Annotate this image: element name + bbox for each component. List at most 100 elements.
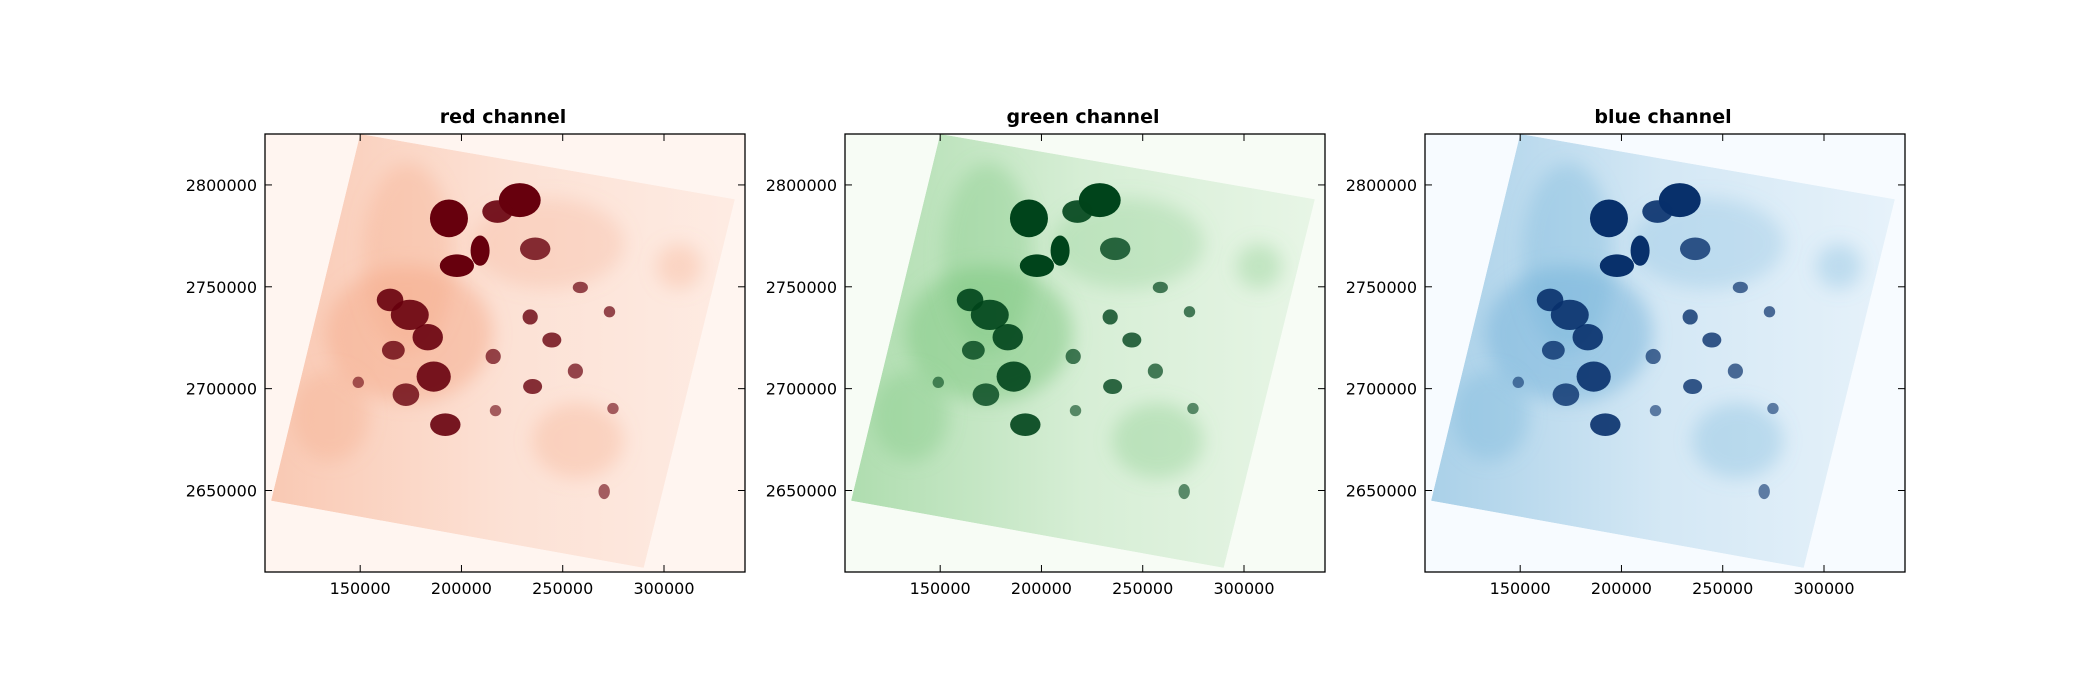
intensity-wash — [532, 402, 624, 479]
y-tick-label: 2750000 — [1346, 278, 1417, 297]
y-tick-label: 2700000 — [766, 380, 837, 399]
dark-feature — [1758, 483, 1770, 500]
dark-feature — [1541, 340, 1565, 360]
dark-feature — [1009, 199, 1048, 238]
dark-feature — [1099, 237, 1131, 261]
dark-feature — [470, 235, 490, 266]
dark-feature — [970, 299, 1009, 330]
dark-feature — [1645, 348, 1661, 365]
dark-feature — [439, 254, 475, 278]
dark-feature — [603, 306, 616, 318]
x-tick-label: 150000 — [1490, 579, 1551, 598]
heatmap-plot: 150000 200000 250000 300000 2650000 2700000 27… — [186, 133, 746, 598]
y-tick-label: 2800000 — [766, 176, 837, 195]
dark-feature — [523, 378, 543, 395]
dark-feature — [1050, 235, 1070, 266]
x-tick-label: 250000 — [532, 579, 593, 598]
dark-feature — [542, 332, 562, 348]
dark-feature — [381, 340, 405, 360]
x-tick-label: 300000 — [1213, 579, 1274, 598]
dark-feature — [485, 348, 501, 365]
dark-feature — [522, 309, 538, 325]
axes-frame — [1424, 133, 1906, 573]
x-tick-label: 200000 — [431, 579, 492, 598]
dark-feature — [1590, 413, 1621, 437]
intensity-wash — [1452, 370, 1529, 461]
x-tick-label: 150000 — [910, 579, 971, 598]
x-tick-label: 250000 — [1692, 579, 1753, 598]
dark-feature — [430, 413, 461, 437]
intensity-wash — [656, 243, 703, 290]
panel-title: green channel — [1006, 106, 1160, 128]
dark-feature — [392, 383, 420, 406]
dark-feature — [352, 376, 364, 388]
intensity-wash — [1816, 243, 1863, 290]
y-tick-label: 2650000 — [766, 482, 837, 501]
y-tick-label: 2700000 — [1346, 380, 1417, 399]
dark-feature — [1178, 483, 1190, 500]
dark-feature — [1682, 309, 1698, 325]
dark-feature — [572, 281, 588, 294]
y-tick-label: 2700000 — [186, 380, 257, 399]
intensity-wash — [1112, 402, 1204, 479]
y-tick-label: 2750000 — [766, 278, 837, 297]
axes-frame — [844, 133, 1326, 573]
dark-feature — [416, 361, 451, 392]
y-tick-label: 2650000 — [186, 482, 257, 501]
image-footprint — [271, 134, 735, 568]
dark-feature — [992, 324, 1023, 351]
dark-feature — [1183, 306, 1196, 318]
intensity-wash — [1236, 243, 1283, 290]
dark-feature — [1732, 281, 1748, 294]
y-tick-label: 2750000 — [186, 278, 257, 297]
dark-feature — [1679, 237, 1711, 261]
dark-feature — [482, 200, 513, 223]
dark-feature — [1727, 363, 1743, 379]
dark-feature — [1572, 324, 1603, 351]
dark-feature — [489, 404, 502, 417]
x-tick-label: 300000 — [1793, 579, 1854, 598]
image-footprint — [1431, 134, 1895, 568]
dark-feature — [1683, 378, 1703, 395]
dark-feature — [1062, 200, 1093, 223]
panel-title: blue channel — [1594, 106, 1732, 128]
x-tick-label: 300000 — [633, 579, 694, 598]
dark-feature — [412, 324, 443, 351]
image-footprint — [851, 134, 1315, 568]
heatmap-plot: 150000 200000 250000 300000 2650000 2700000 27… — [766, 133, 1326, 598]
dark-feature — [519, 237, 551, 261]
y-tick-label: 2650000 — [1346, 482, 1417, 501]
dark-feature — [972, 383, 1000, 406]
heatmap-plot: 150000 200000 250000 300000 2650000 2700000 27… — [1346, 133, 1906, 598]
x-tick-label: 250000 — [1112, 579, 1173, 598]
dark-feature — [429, 199, 468, 238]
dark-feature — [1103, 378, 1123, 395]
dark-feature — [996, 361, 1031, 392]
y-tick-label: 2800000 — [1346, 176, 1417, 195]
dark-feature — [1512, 376, 1524, 388]
dark-feature — [1122, 332, 1142, 348]
x-tick-label: 200000 — [1591, 579, 1652, 598]
dark-feature — [567, 363, 583, 379]
dark-feature — [1589, 199, 1628, 238]
dark-feature — [1642, 200, 1673, 223]
dark-feature — [1187, 402, 1199, 415]
x-tick-label: 150000 — [330, 579, 391, 598]
dark-feature — [1010, 413, 1041, 437]
axes-frame — [264, 133, 746, 573]
dark-feature — [1152, 281, 1168, 294]
dark-feature — [1552, 383, 1580, 406]
dark-feature — [607, 402, 619, 415]
dark-feature — [961, 340, 985, 360]
dark-feature — [1069, 404, 1082, 417]
dark-feature — [598, 483, 610, 500]
intensity-wash — [292, 370, 369, 461]
dark-feature — [1550, 299, 1589, 330]
intensity-wash — [872, 370, 949, 461]
dark-feature — [1065, 348, 1081, 365]
dark-feature — [1630, 235, 1650, 266]
intensity-wash — [1692, 402, 1784, 479]
dark-feature — [1019, 254, 1055, 278]
dark-feature — [390, 299, 429, 330]
panel-title: red channel — [439, 106, 567, 128]
